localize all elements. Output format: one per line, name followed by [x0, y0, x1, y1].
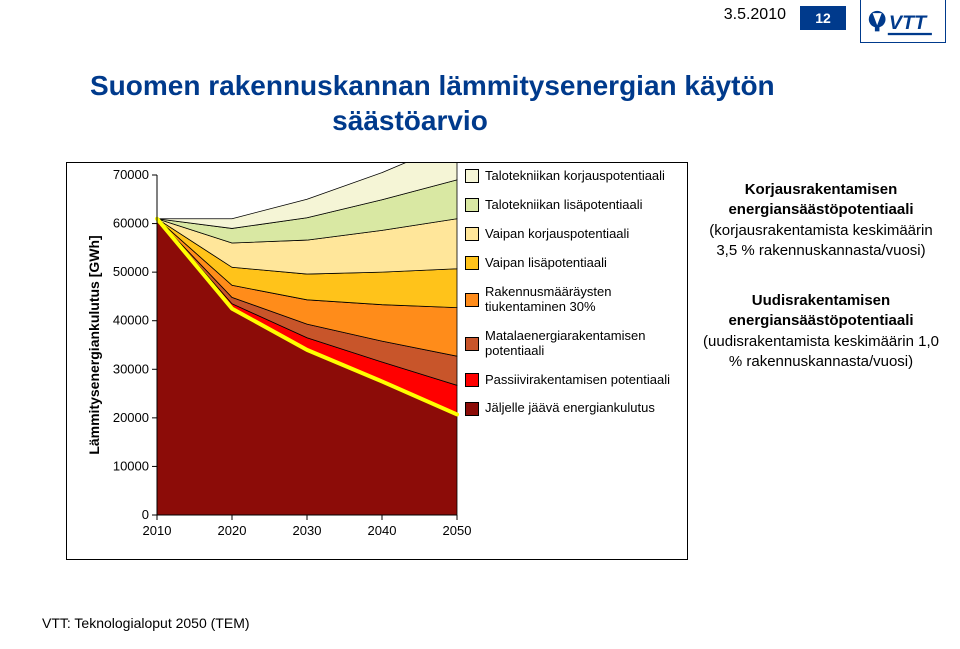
legend-swatch-icon [465, 227, 479, 241]
legend-item: Matalaenergiarakentamisen potentiaali [465, 329, 679, 359]
svg-text:20000: 20000 [113, 410, 149, 425]
legend-swatch-icon [465, 373, 479, 387]
chart-panel: 0 10000 20000 30000 40000 50000 60000 70000 2010… [66, 162, 688, 560]
legend-label: Vaipan korjauspotentiaali [485, 227, 629, 242]
legend-item: Jäljelle jäävä energiankulutus [465, 401, 679, 416]
svg-text:10000: 10000 [113, 458, 149, 473]
legend-label: Rakennusmääräysten tiukentaminen 30% [485, 285, 679, 315]
legend-label: Vaipan lisäpotentiaali [485, 256, 607, 271]
page-number: 12 [800, 6, 846, 30]
legend-item: Vaipan korjauspotentiaali [465, 227, 679, 242]
title-line1: Suomen rakennuskannan lämmitysenergian k… [90, 70, 775, 101]
header: 3.5.2010 12 VTT [724, 6, 946, 43]
legend-label: Talotekniikan lisäpotentiaali [485, 198, 643, 213]
svg-text:2040: 2040 [368, 523, 397, 538]
legend-item: Passiivirakentamisen potentiaali [465, 373, 679, 388]
slide: 3.5.2010 12 VTT Suomen rakennuskannan lä… [0, 0, 960, 649]
svg-text:40000: 40000 [113, 313, 149, 328]
legend-label: Passiivirakentamisen potentiaali [485, 373, 670, 388]
svg-text:0: 0 [142, 507, 149, 522]
svg-text:60000: 60000 [113, 216, 149, 231]
legend-label: Jäljelle jäävä energiankulutus [485, 401, 655, 416]
legend-label: Matalaenergiarakentamisen potentiaali [485, 329, 679, 359]
svg-text:Lämmitysenergiankulutus [GWh]: Lämmitysenergiankulutus [GWh] [86, 235, 102, 454]
footer-citation: VTT: Teknologialoput 2050 (TEM) [42, 615, 250, 631]
svg-text:50000: 50000 [113, 264, 149, 279]
title-line2: säästöarvio [90, 103, 730, 138]
legend-item: Vaipan lisäpotentiaali [465, 256, 679, 271]
svg-text:2030: 2030 [293, 523, 322, 538]
legend-item: Rakennusmääräysten tiukentaminen 30% [465, 285, 679, 315]
legend-swatch-icon [465, 293, 479, 307]
svg-text:2010: 2010 [143, 523, 172, 538]
svg-text:VTT: VTT [889, 12, 928, 34]
svg-text:70000: 70000 [113, 167, 149, 182]
legend-label: Talotekniikan korjauspotentiaali [485, 169, 665, 184]
note2-sub: (uudisrakentamista keskimäärin 1,0 % rak… [703, 333, 939, 370]
legend-item: Talotekniikan lisäpotentiaali [465, 198, 679, 213]
vtt-logo: VTT [860, 0, 946, 43]
slide-date: 3.5.2010 [724, 6, 786, 24]
chart-legend: Talotekniikan korjauspotentiaali Talotekn… [465, 169, 679, 430]
legend-swatch-icon [465, 198, 479, 212]
note1-title: Korjausrakentamisen energiansäästöpotent… [728, 181, 913, 218]
legend-swatch-icon [465, 256, 479, 270]
side-notes: Korjausrakentamisen energiansäästöpotent… [702, 180, 940, 402]
note2-title: Uudisrakentamisen energiansäästöpotentia… [728, 292, 913, 329]
svg-text:2050: 2050 [443, 523, 472, 538]
legend-item: Talotekniikan korjauspotentiaali [465, 169, 679, 184]
svg-text:2020: 2020 [218, 523, 247, 538]
slide-title: Suomen rakennuskannan lämmitysenergian k… [90, 68, 775, 138]
legend-swatch-icon [465, 337, 479, 351]
legend-swatch-icon [465, 402, 479, 416]
svg-text:30000: 30000 [113, 361, 149, 376]
legend-swatch-icon [465, 169, 479, 183]
note1-sub: (korjausrakentamista keskimäärin 3,5 % r… [709, 222, 932, 259]
